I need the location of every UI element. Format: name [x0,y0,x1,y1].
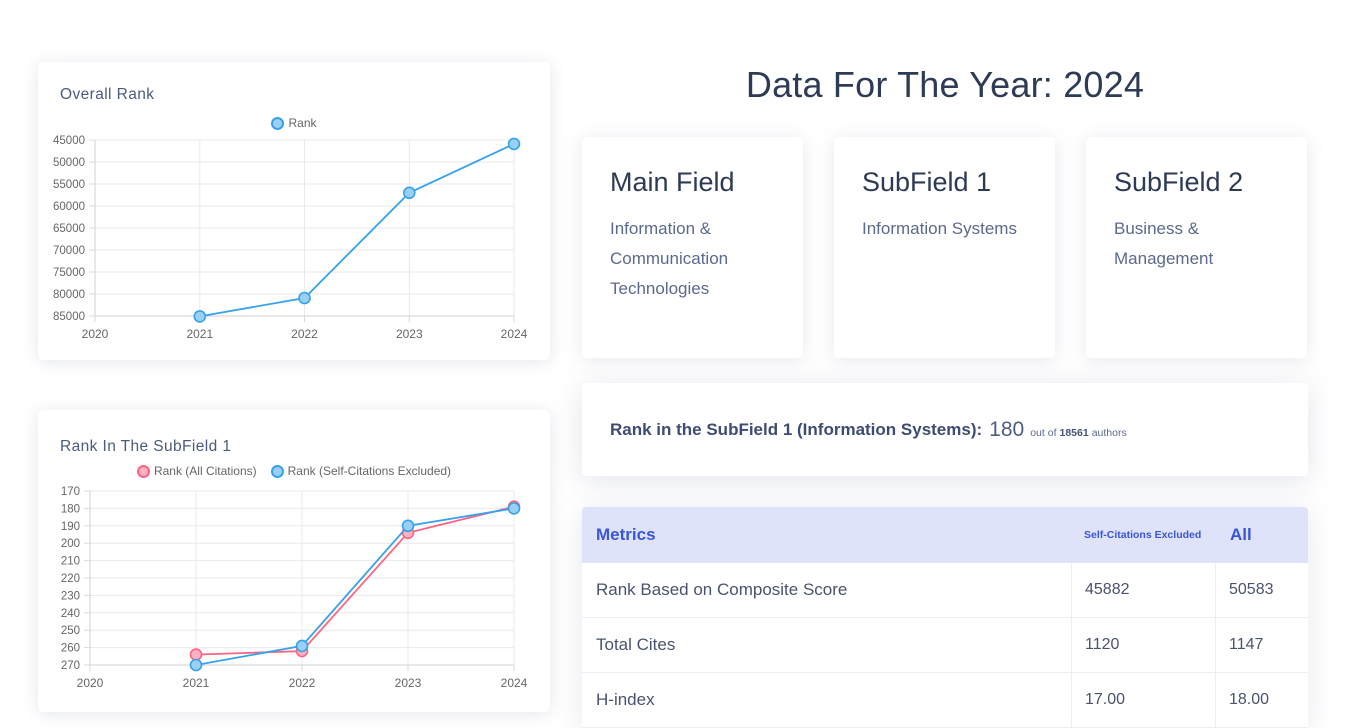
svg-text:75000: 75000 [53,267,85,279]
metric-label: Total Cites [596,635,676,654]
rank-summary-total-authors: 18561 [1059,426,1089,439]
legend-swatch-icon [270,464,284,478]
metric-value-all: 18.00 [1215,673,1308,727]
metric-value-all: 50583 [1215,563,1308,617]
chart-line [199,143,515,318]
svg-text:2022: 2022 [289,676,316,690]
metric-value-excluded: 1120 [1071,618,1215,672]
legend-label: Rank (All Citations) [153,464,257,478]
table-row-total-cites: Total Cites 1120 1147 [582,618,1308,673]
overall-rank-chart-canvas[interactable]: 45000 50000 55000 60000 65000 70000 75000 80000… [38,128,550,360]
metric-value-excluded: 17.00 [1071,673,1215,727]
table-row-composite-rank: Rank Based on Composite Score 45882 5058… [582,563,1308,618]
legend-item[interactable]: Rank [271,116,317,130]
svg-text:65000: 65000 [53,223,85,235]
legend-item[interactable]: Rank (All Citations) [136,464,257,478]
all-column-header: All [1230,525,1252,544]
subfield-rank-chart-canvas[interactable]: 170 180 190 200 210 220 230 240 250 260 270 2020 202… [38,480,550,710]
svg-text:2024: 2024 [501,676,528,690]
legend-label: Rank [288,116,317,130]
subfield-1-value: Information Systems [862,219,1017,238]
data-point[interactable] [189,648,203,661]
self-citations-excluded-column-header: Self-Citations Excluded [1084,529,1202,541]
legend-swatch-icon [271,116,285,130]
data-point[interactable] [193,310,207,323]
data-point[interactable] [401,519,415,533]
svg-text:2020: 2020 [77,676,104,690]
svg-text:50000: 50000 [53,157,85,169]
legend-label: Rank (Self-Citations Excluded) [287,464,452,478]
svg-text:220: 220 [61,573,80,585]
subfield-rank-chart-title: Rank In The SubField 1 [60,438,232,455]
subfield-1-title: SubField 1 [862,167,992,197]
subfield-2-value: Business & Management [1114,219,1214,268]
svg-text:70000: 70000 [53,245,85,257]
svg-text:55000: 55000 [53,179,85,191]
data-point[interactable] [298,291,311,305]
rank-summary-suffix: authors [1091,426,1127,439]
svg-text:210: 210 [61,556,80,568]
metric-value-excluded: 45882 [1071,563,1215,617]
svg-text:200: 200 [61,538,80,550]
metric-label: Rank Based on Composite Score [596,580,848,599]
svg-text:230: 230 [61,590,80,602]
legend-swatch-icon [136,464,150,478]
chart-line [195,507,515,666]
svg-text:2022: 2022 [291,327,318,341]
svg-text:240: 240 [61,608,80,620]
svg-text:45000: 45000 [53,135,85,147]
svg-text:260: 260 [61,643,80,655]
overall-rank-chart-title: Overall Rank [60,86,155,103]
svg-text:2023: 2023 [395,676,422,690]
metrics-column-header: Metrics [596,525,656,544]
svg-text:80000: 80000 [53,289,85,301]
rank-summary-out-of: out of [1030,426,1057,439]
metrics-table: Metrics Self-Citations Excluded All Rank… [582,507,1308,728]
subfield-2-title: SubField 2 [1114,167,1244,197]
svg-text:2021: 2021 [186,327,213,341]
main-field-title: Main Field [610,167,735,197]
legend-item[interactable]: Rank (Self-Citations Excluded) [270,464,452,478]
data-point[interactable] [507,502,521,515]
main-field-card: Main Field Information & Communication T… [582,137,803,358]
rank-summary-label: Rank in the SubField 1 (Information Syst… [610,419,983,439]
subfield-rank-chart-legend: Rank (All Citations) Rank (Self-Citations… [38,464,550,478]
rank-summary-value: 180 [989,417,1025,441]
data-point[interactable] [507,137,521,151]
overall-rank-chart-legend: Rank [38,116,550,130]
main-field-value: Information & Communication Technologies [610,219,729,298]
data-point[interactable] [189,658,203,672]
chart-line [195,505,515,656]
svg-text:2021: 2021 [183,676,210,690]
page-title: Data For The Year: 2024 [745,64,1145,105]
svg-text:85000: 85000 [53,311,85,323]
svg-text:190: 190 [61,521,80,533]
field-cards: Main Field Information & Communication T… [582,137,1308,358]
data-point[interactable] [402,186,416,200]
svg-text:270: 270 [61,660,80,672]
overall-rank-card: Overall Rank Rank 45000 50000 55000 60000 65… [38,62,550,360]
metrics-table-header-row: Metrics Self-Citations Excluded All [582,507,1308,563]
svg-text:2020: 2020 [82,327,109,341]
svg-text:2023: 2023 [396,327,423,341]
svg-text:250: 250 [61,625,80,637]
table-row-h-index: H-index 17.00 18.00 [582,673,1308,728]
svg-text:60000: 60000 [53,201,85,213]
svg-text:2024: 2024 [501,327,528,341]
subfield-2-card: SubField 2 Business & Management [1086,137,1307,358]
metric-value-all: 1147 [1215,618,1308,672]
svg-text:180: 180 [61,503,80,515]
metric-label: H-index [596,690,655,709]
svg-text:170: 170 [61,486,80,498]
data-point[interactable] [295,639,309,653]
subfield-rank-summary: Rank in the SubField 1 (Information Syst… [582,383,1308,476]
subfield-1-card: SubField 1 Information Systems [834,137,1055,358]
subfield-rank-card: Rank In The SubField 1 Rank (All Citatio… [38,410,550,712]
